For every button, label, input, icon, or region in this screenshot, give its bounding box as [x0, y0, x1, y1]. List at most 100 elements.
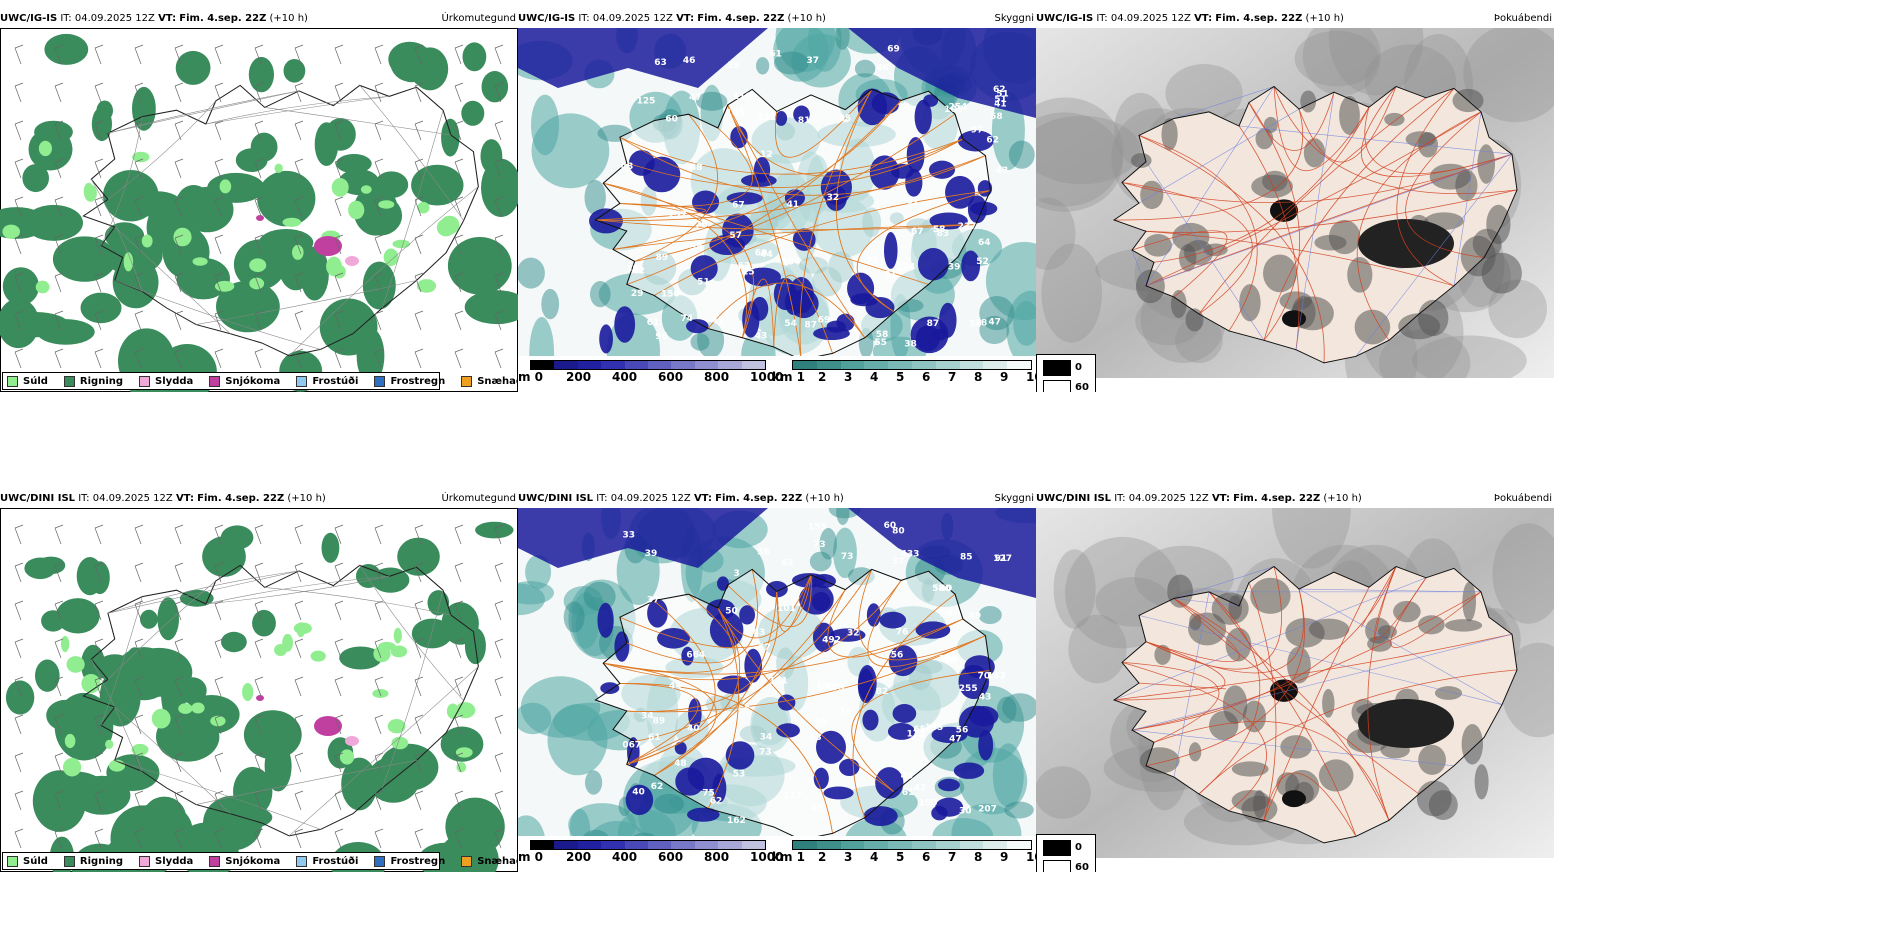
cloud-base-label: 58: [933, 225, 946, 235]
cloud-base-label: 82: [876, 687, 889, 697]
legend-swatch-light: [1043, 860, 1071, 872]
visibility-colorbar-km: km 1 2 3 4 5 6 7 8 9 10: [772, 840, 1036, 864]
cloud-base-label: 62: [710, 797, 723, 807]
colorbar-tick-label: km 1: [772, 850, 806, 864]
legend-swatch: [374, 375, 386, 387]
cloud-base-label: 57: [729, 231, 742, 241]
colorbar-tick-label: 7: [948, 370, 957, 384]
cloud-base-label: 60: [755, 249, 768, 259]
colorbar-tick-label: m 0: [518, 370, 544, 384]
panel-field-name: Úrkomutegund: [441, 493, 516, 504]
cloud-base-label: 29: [940, 610, 953, 620]
cloud-base-label: 237: [958, 222, 977, 232]
colorbar-tick-label: 5: [896, 370, 905, 384]
legend-label: Rigning: [79, 855, 124, 867]
cloud-base-label: 55: [874, 338, 887, 348]
legend-label: Rigning: [79, 375, 124, 387]
fog-index-panel: UWC/IG-IS IT: 04.09.2025 12Z VT: Fim. 4.…: [1036, 12, 1900, 392]
init-time: 04.09.2025 12Z: [610, 493, 691, 504]
cloud-base-label: 62: [986, 135, 999, 145]
valid-time-label: VT:: [693, 493, 712, 504]
cloud-base-label: 43: [753, 628, 766, 638]
cloud-base-label: 57: [758, 643, 771, 653]
legend-label: Frostregn: [390, 855, 446, 867]
cloud-base-label: 73: [813, 540, 826, 550]
cloud-base-label: 61: [902, 788, 915, 798]
colorbar: [530, 360, 766, 370]
model-name: UWC/DINI ISL: [1036, 493, 1112, 504]
legend-swatch-light: [1043, 380, 1071, 392]
colorbar-tick-label: 400: [612, 370, 638, 384]
colorbar-tick-label: 3: [844, 370, 853, 384]
cloud-base-label: 75: [866, 256, 879, 266]
cloud-base-label: 53: [809, 733, 822, 743]
cloud-base-label: 31: [884, 271, 897, 281]
colorbar-tick-label: 400: [612, 850, 638, 864]
cloud-base-label: 433: [901, 550, 920, 560]
valid-time-label: VT:: [676, 13, 695, 24]
legend-swatch: [296, 375, 308, 387]
colorbar: [792, 360, 1032, 370]
cloud-base-label: 36: [757, 547, 770, 557]
cloud-base-label: 34: [641, 711, 654, 721]
valid-time-label: VT:: [158, 13, 177, 24]
legend-label: Súld: [23, 375, 48, 387]
panel-field-name: Skyggni: [994, 13, 1034, 24]
cloud-base-label: 69: [887, 44, 900, 54]
lead-time: (+10 h): [1323, 493, 1362, 504]
cloud-base-label: 73: [841, 552, 854, 562]
cloud-base-label: 73: [759, 748, 772, 758]
cloud-base-label: 58: [990, 112, 1003, 122]
cloud-base-label: 70: [978, 672, 991, 682]
cloud-base-label: 67: [911, 227, 924, 237]
cloud-base-label: 127: [993, 554, 1012, 564]
cloud-base-label: 39: [645, 549, 658, 559]
cloud-visibility-map: 117 172 207 255 127 067 37 36 62 86 43 85 43 40 56 73 73…: [518, 508, 1036, 836]
legend-label: Frostúði: [312, 375, 359, 387]
legend-swatch: [461, 375, 473, 387]
cloud-base-label: 42: [632, 267, 645, 277]
colorbar-tick-label: 9: [1000, 850, 1009, 864]
legend-label: Snæhagl: [477, 375, 518, 387]
colorbar-tick-label: 9: [1000, 370, 1009, 384]
cloud-base-label: 150: [661, 290, 680, 300]
cloud-base-label: 432: [757, 113, 776, 123]
cloud-base-label: 107: [816, 683, 835, 693]
panel-field-name: Skyggni: [994, 493, 1034, 504]
colorbar-tick-label: 6: [922, 850, 931, 864]
colorbar-tick-label: 6: [922, 370, 931, 384]
lead-time: (+10 h): [1305, 13, 1344, 24]
cloud-base-label: 55: [814, 717, 827, 727]
lead-time: (+10 h): [287, 493, 326, 504]
colorbar-tick-label: 1000: [750, 370, 784, 384]
fog-index-legend: 0 60: [1036, 354, 1096, 392]
legend-label: 60: [1075, 862, 1089, 872]
cloud-base-label: 39: [948, 263, 961, 273]
lead-time: (+10 h): [787, 13, 826, 24]
legend-label: Frostregn: [390, 375, 446, 387]
init-time: 04.09.2025 12Z: [92, 493, 173, 504]
cloud-base-label: 16: [840, 708, 853, 718]
cloud-base-label: 87: [805, 321, 818, 331]
cloud-base-label: 12: [760, 150, 773, 160]
cloud-base-label: 96: [655, 332, 668, 342]
precip-type-panel: UWC/IG-IS IT: 04.09.2025 12Z VT: Fim. 4.…: [0, 12, 518, 392]
cloud-base-label: 53: [733, 770, 746, 780]
visibility-colorbar-m: m 0 200 400 600 800 1000: [518, 840, 783, 864]
cloud-base-label: 76: [896, 627, 909, 637]
legend-item: Rigning: [63, 375, 124, 387]
cloud-base-label: 44: [760, 250, 773, 260]
legend-swatch: [461, 855, 473, 867]
colorbar-tick-label: 800: [704, 850, 730, 864]
cloud-base-label: 61: [647, 318, 660, 328]
valid-time: Fim. 4.sep. 22Z: [1233, 493, 1321, 504]
cloud-base-label: 51: [996, 89, 1009, 99]
cloud-base-label: 87: [927, 319, 940, 329]
cloud-base-label: 47: [988, 318, 1001, 328]
cloud-base-label: 85: [960, 553, 973, 563]
colorbar-tick-label: 10: [1026, 850, 1036, 864]
legend-item: Snæhagl: [461, 855, 518, 867]
cloud-base-label: 37: [807, 56, 820, 66]
cloud-base-label: 74: [681, 314, 694, 324]
cloud-base-label: 47: [689, 93, 702, 103]
